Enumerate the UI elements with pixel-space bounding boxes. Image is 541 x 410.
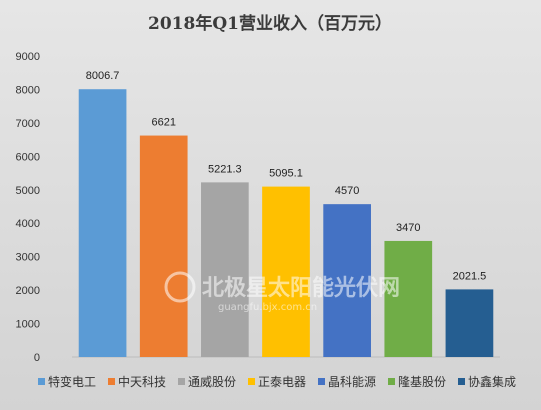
legend-label: 特变电工 <box>48 374 96 389</box>
watermark-text: 北极星太阳能光伏网 <box>202 275 400 301</box>
data-label: 2021.5 <box>453 270 487 282</box>
legend-swatch <box>178 378 185 385</box>
legend-swatch <box>38 378 45 385</box>
y-tick-label: 3000 <box>16 252 40 264</box>
bar <box>384 240 433 357</box>
chart-title: 2018年Q1营业收入（百万元） <box>148 13 392 34</box>
legend-label: 晶科能源 <box>328 375 376 389</box>
y-tick-label: 2000 <box>16 285 40 297</box>
legend-swatch <box>388 378 395 385</box>
data-label: 4570 <box>335 185 359 197</box>
data-label: 5095.1 <box>269 168 303 180</box>
watermark-emblem-icon <box>164 271 196 303</box>
legend-label: 通威股份 <box>188 375 236 389</box>
y-tick-label: 6000 <box>16 151 40 163</box>
y-axis: 0 1000 2000 3000 4000 5000 6000 7000 8000 9000 <box>16 51 40 364</box>
y-tick-label: 1000 <box>16 319 40 331</box>
y-tick-label: 0 <box>34 352 40 364</box>
legend-label: 中天科技 <box>118 374 166 389</box>
watermark-subtext: guangfu.bjx.com.cn <box>218 302 317 313</box>
data-label: 3470 <box>396 222 420 234</box>
legend-label: 协鑫集成 <box>468 374 516 389</box>
y-tick-label: 9000 <box>16 51 40 63</box>
legend: 特变电工 中天科技 通威股份 正泰电器 晶科能源 隆基股份 协鑫集成 <box>38 374 516 389</box>
legend-label: 隆基股份 <box>398 374 446 389</box>
bar <box>262 186 310 357</box>
bar <box>323 204 371 357</box>
bar <box>78 89 127 357</box>
bars-group <box>78 89 494 357</box>
legend-swatch <box>318 378 325 385</box>
y-tick-label: 4000 <box>16 218 40 230</box>
data-label: 5221.3 <box>208 163 242 175</box>
legend-label: 正泰电器 <box>258 375 306 389</box>
data-labels-group: 8006.7 6621 5221.3 5095.1 4570 3470 2021.5 <box>86 70 487 282</box>
watermark-logo: 北极星太阳能光伏网 guangfu.bjx.com.cn <box>164 271 400 313</box>
y-tick-label: 8000 <box>16 84 40 96</box>
y-tick-label: 7000 <box>16 118 40 130</box>
legend-swatch <box>248 378 255 385</box>
bar <box>445 289 494 357</box>
data-label: 8006.7 <box>86 70 120 82</box>
bar <box>201 182 249 357</box>
y-tick-label: 5000 <box>16 185 40 197</box>
data-label: 6621 <box>151 117 175 129</box>
legend-swatch <box>108 378 115 385</box>
legend-swatch <box>458 378 465 385</box>
bar <box>139 135 188 357</box>
